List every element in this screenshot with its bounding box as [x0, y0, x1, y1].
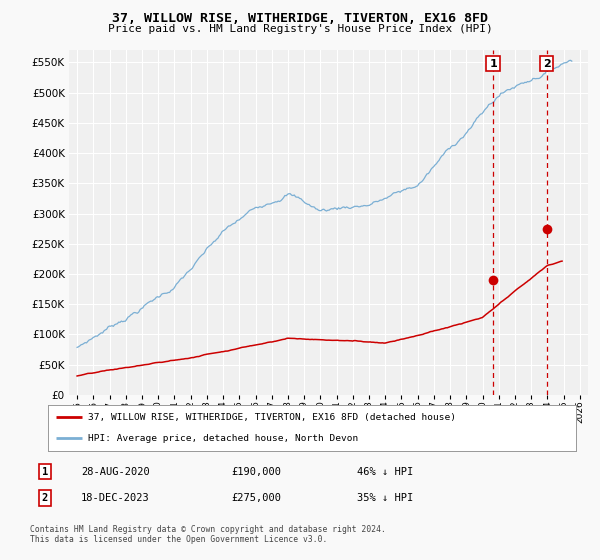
Text: 35% ↓ HPI: 35% ↓ HPI	[357, 493, 413, 503]
Text: Price paid vs. HM Land Registry's House Price Index (HPI): Price paid vs. HM Land Registry's House …	[107, 24, 493, 34]
Text: 37, WILLOW RISE, WITHERIDGE, TIVERTON, EX16 8FD (detached house): 37, WILLOW RISE, WITHERIDGE, TIVERTON, E…	[88, 413, 455, 422]
Text: 2: 2	[543, 59, 551, 69]
Text: £275,000: £275,000	[231, 493, 281, 503]
Text: £190,000: £190,000	[231, 466, 281, 477]
Text: 1: 1	[42, 466, 48, 477]
Text: 37, WILLOW RISE, WITHERIDGE, TIVERTON, EX16 8FD: 37, WILLOW RISE, WITHERIDGE, TIVERTON, E…	[112, 12, 488, 25]
Text: This data is licensed under the Open Government Licence v3.0.: This data is licensed under the Open Gov…	[30, 535, 328, 544]
Text: 18-DEC-2023: 18-DEC-2023	[81, 493, 150, 503]
Text: 1: 1	[489, 59, 497, 69]
Text: 2: 2	[42, 493, 48, 503]
Text: HPI: Average price, detached house, North Devon: HPI: Average price, detached house, Nort…	[88, 434, 358, 443]
Text: 28-AUG-2020: 28-AUG-2020	[81, 466, 150, 477]
Text: Contains HM Land Registry data © Crown copyright and database right 2024.: Contains HM Land Registry data © Crown c…	[30, 525, 386, 534]
Text: 46% ↓ HPI: 46% ↓ HPI	[357, 466, 413, 477]
